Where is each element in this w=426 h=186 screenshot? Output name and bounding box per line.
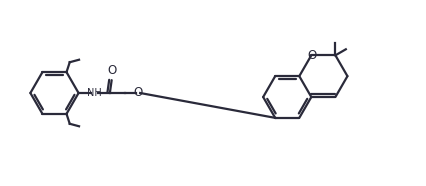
Text: O: O — [107, 64, 116, 77]
Text: O: O — [133, 86, 143, 100]
Text: NH: NH — [87, 88, 102, 98]
Text: O: O — [307, 49, 317, 62]
